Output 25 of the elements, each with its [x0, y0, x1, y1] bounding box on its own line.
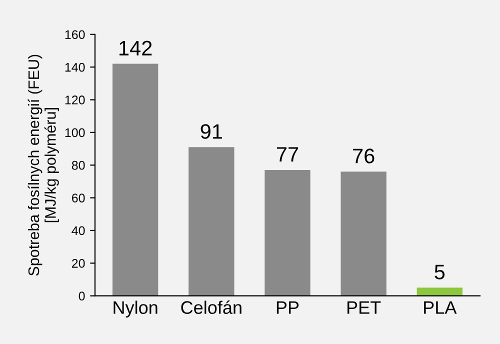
bar: [416, 288, 462, 296]
x-tick-label: PP: [276, 301, 299, 314]
x-tick-label: Celofán: [181, 300, 242, 314]
y-tick-label: 140: [65, 62, 85, 72]
bar: [188, 147, 234, 296]
data-label: 91: [200, 124, 222, 139]
y-tick-label: 80: [72, 160, 85, 170]
data-label: 142: [120, 40, 152, 56]
y-tick-label: 40: [72, 226, 85, 236]
y-tick-label: 20: [72, 258, 85, 268]
bar: [340, 172, 386, 296]
bar: [112, 64, 158, 296]
y-axis-title: Spotreba fosílnych energií (FEU) [MJ/kg polyméru]: [28, 54, 59, 276]
y-tick-label: 60: [72, 194, 85, 202]
data-label: 76: [353, 148, 374, 164]
data-label: 5: [434, 264, 445, 280]
bar: [264, 170, 310, 296]
y-tick-label: 0: [78, 292, 85, 300]
x-tick-label: PET: [348, 301, 381, 314]
x-tick-label: Nylon: [114, 300, 158, 318]
y-tick-label: 160: [65, 30, 85, 40]
data-label: 77: [276, 147, 298, 162]
x-tick-label: PLA: [424, 301, 457, 314]
y-tick-label: 120: [65, 96, 85, 104]
y-tick-label: 100: [65, 128, 85, 138]
